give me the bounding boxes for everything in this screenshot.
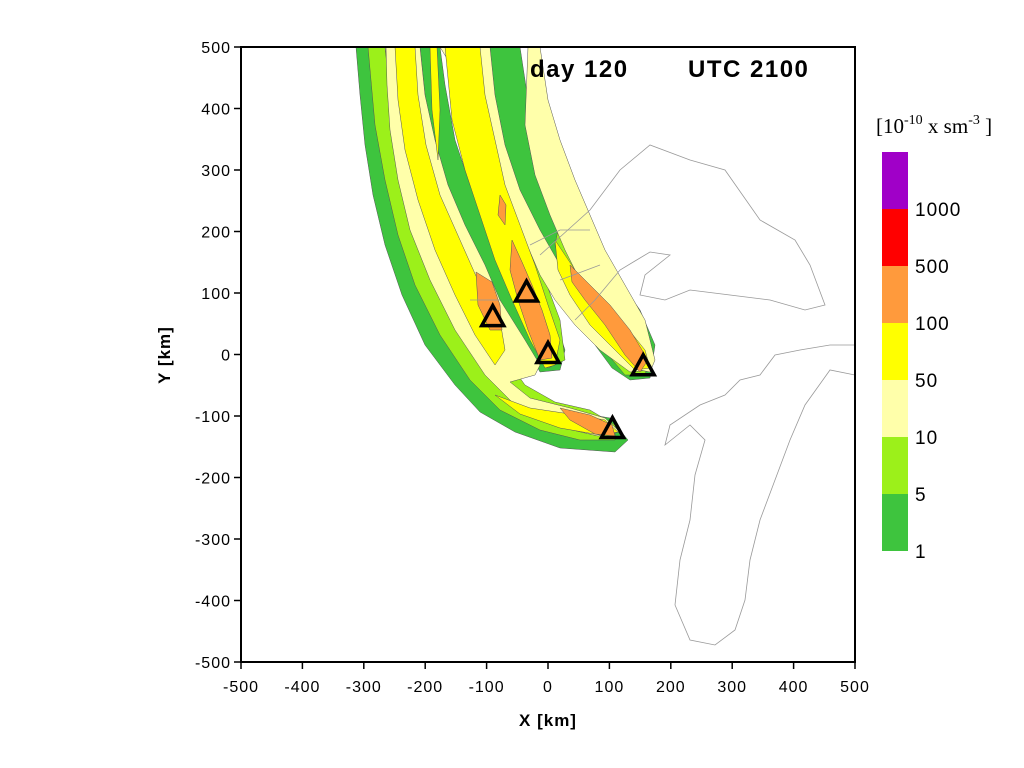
source-triangle-icon: [512, 277, 541, 303]
day-label: day 120: [530, 56, 629, 83]
y-tick-label: 400: [201, 102, 231, 119]
map-contents: [355, 47, 855, 646]
colorbar-swatch: [882, 152, 908, 209]
y-tick-label: 100: [201, 286, 231, 303]
x-tick-label: 200: [656, 679, 686, 696]
colorbar-label: 500: [915, 257, 950, 278]
colorbar-swatch: [882, 437, 908, 494]
x-tick-label: -100: [469, 679, 505, 696]
x-tick-label: 100: [595, 679, 625, 696]
y-tick-label: -500: [195, 655, 231, 672]
source-triangle-icon: [598, 413, 627, 440]
colorbar-swatch: [882, 209, 908, 266]
colorbar-swatch: [882, 323, 908, 380]
x-tick-label: -300: [346, 679, 382, 696]
colorbar-swatch: [882, 266, 908, 323]
colorbar-label: 1000: [915, 200, 961, 221]
colorbar-label: 50: [915, 371, 938, 392]
colorbar-swatch: [882, 380, 908, 437]
x-tick-label: 0: [543, 679, 553, 696]
colorbar: 1 5 10 50 100 500 1000: [882, 152, 961, 563]
x-tick-label: 300: [717, 679, 747, 696]
axis-ticks: [234, 46, 856, 669]
colorbar-swatch: [882, 494, 908, 551]
y-tick-label: 500: [201, 40, 231, 57]
y-tick-labels: 500 400 300 200 100 0 -100 -200 -300 -400 -500: [195, 40, 231, 672]
x-tick-label: 500: [840, 679, 870, 696]
coastline-outlines: [470, 144, 855, 646]
source-triangle-icon: [478, 301, 507, 328]
y-tick-label: -100: [195, 409, 231, 426]
svg-text:[10-10 x sm-3 ]: [10-10 x sm-3 ]: [876, 113, 992, 138]
x-tick-label: -500: [223, 679, 259, 696]
x-tick-label: 400: [779, 679, 809, 696]
source-markers: [478, 277, 658, 440]
x-axis-title: X [km]: [519, 711, 577, 730]
colorbar-label: 1: [915, 542, 927, 563]
x-tick-label: -400: [284, 679, 320, 696]
y-tick-label: 300: [201, 163, 231, 180]
x-tick-labels: -500 -400 -300 -200 -100 0 100 200 300 400 500: [223, 679, 870, 696]
source-triangle-icon: [629, 351, 658, 377]
x-tick-label: -200: [407, 679, 443, 696]
colorbar-label: 10: [915, 428, 938, 449]
colorbar-label: 5: [915, 485, 927, 506]
colorbar-units: [10-10 x sm-3 ]: [876, 113, 992, 138]
y-axis-title: Y [km]: [155, 326, 174, 384]
y-tick-label: -300: [195, 532, 231, 549]
y-tick-label: -400: [195, 594, 231, 611]
utc-time-label: UTC 2100: [688, 56, 809, 83]
y-tick-label: 0: [221, 348, 231, 365]
y-tick-label: 200: [201, 225, 231, 242]
source-triangle-icon: [534, 338, 562, 365]
y-tick-label: -200: [195, 471, 231, 488]
colorbar-label: 100: [915, 314, 950, 335]
